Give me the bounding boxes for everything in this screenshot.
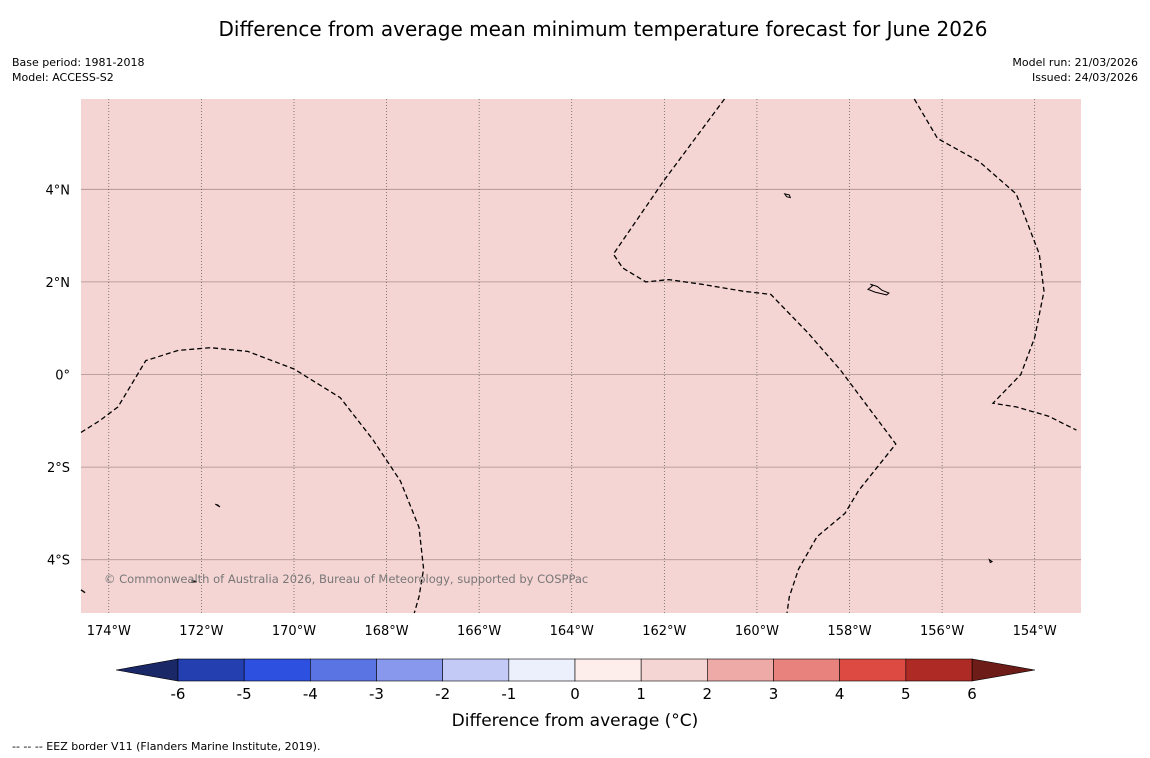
island-fanning bbox=[783, 193, 792, 199]
lon-tick-label: 160°W bbox=[735, 624, 779, 639]
colorbar-tick-label: -4 bbox=[303, 685, 318, 703]
lat-tick-label: 0° bbox=[55, 369, 70, 384]
colorbar-tick-label: 1 bbox=[636, 685, 646, 703]
island-sw-atoll bbox=[215, 503, 221, 508]
lon-tick-label: 156°W bbox=[920, 624, 964, 639]
colorbar-tick-label: -6 bbox=[171, 685, 186, 703]
colorbar-segment bbox=[839, 658, 907, 682]
colorbar-tick-label: 3 bbox=[769, 685, 779, 703]
eez-border-central bbox=[612, 98, 897, 614]
lon-tick-label: 162°W bbox=[642, 624, 686, 639]
colorbar-tick-label: -1 bbox=[501, 685, 516, 703]
eez-border-east bbox=[913, 98, 1077, 431]
model-run-text: Model run: 21/03/2026 bbox=[1012, 56, 1138, 69]
issued-text: Issued: 24/03/2026 bbox=[1031, 71, 1138, 84]
colorbar-segment bbox=[508, 658, 576, 682]
copyright-text: © Commonwealth of Australia 2026, Bureau… bbox=[104, 572, 588, 586]
colorbar-tick-label: 5 bbox=[901, 685, 911, 703]
colorbar-tick-label: 2 bbox=[703, 685, 713, 703]
colorbar-segment bbox=[442, 658, 510, 682]
colorbar-tick-label: -5 bbox=[237, 685, 252, 703]
lat-tick-label: 4°N bbox=[46, 183, 71, 198]
island-south bbox=[191, 579, 197, 584]
lat-tick-label: 4°S bbox=[47, 554, 70, 569]
colorbar-axis-label: Difference from average (°C) bbox=[451, 711, 699, 731]
colorbar-extend-low bbox=[115, 658, 179, 682]
island-christmas bbox=[867, 283, 890, 296]
colorbar-segment bbox=[773, 658, 840, 682]
eez-footnote: -- -- -- EEZ border V11 (Flanders Marine… bbox=[12, 740, 321, 753]
colorbar-segment bbox=[177, 658, 245, 682]
map-background bbox=[81, 99, 1081, 613]
map-title: Difference from average mean minimum tem… bbox=[218, 17, 988, 41]
colorbar-segment bbox=[310, 658, 377, 682]
lat-tick-label: 2°N bbox=[46, 276, 71, 291]
island-southeast bbox=[988, 558, 994, 564]
lat-tick-label: 2°S bbox=[47, 461, 70, 476]
lon-tick-label: 166°W bbox=[457, 624, 501, 639]
model-text: Model: ACCESS-S2 bbox=[12, 71, 114, 84]
colorbar-tick-label: -2 bbox=[435, 685, 450, 703]
forecast-map-figure: © Commonwealth of Australia 2026, Bureau… bbox=[46, 98, 1081, 703]
lon-tick-label: 154°W bbox=[1013, 624, 1057, 639]
lon-tick-label: 168°W bbox=[364, 624, 408, 639]
lon-tick-label: 158°W bbox=[827, 624, 871, 639]
metadata-left: Base period: 1981-2018 Model: ACCESS-S2 bbox=[12, 55, 144, 85]
lon-tick-label: 170°W bbox=[272, 624, 316, 639]
colorbar-segment bbox=[707, 658, 774, 682]
colorbar-tick-label: 4 bbox=[835, 685, 845, 703]
base-period-text: Base period: 1981-2018 bbox=[12, 56, 145, 69]
colorbar-segment bbox=[640, 658, 708, 682]
colorbar-segment bbox=[243, 658, 311, 682]
colorbar-tick-label: -3 bbox=[369, 685, 384, 703]
lon-tick-label: 172°W bbox=[179, 624, 223, 639]
colorbar-extend-high bbox=[971, 658, 1036, 682]
lon-tick-label: 174°W bbox=[87, 624, 131, 639]
eez-border-west bbox=[80, 347, 425, 614]
colorbar-segment bbox=[905, 658, 973, 682]
colorbar-tick-label: 0 bbox=[570, 685, 580, 703]
colorbar-segment bbox=[376, 658, 443, 682]
colorbar-tick-label: 6 bbox=[967, 685, 977, 703]
eez-border-fragment-sw bbox=[80, 589, 86, 594]
lon-tick-label: 164°W bbox=[550, 624, 594, 639]
colorbar-segment bbox=[574, 658, 642, 682]
metadata-right: Model run: 21/03/2026 Issued: 24/03/2026 bbox=[1012, 55, 1138, 85]
